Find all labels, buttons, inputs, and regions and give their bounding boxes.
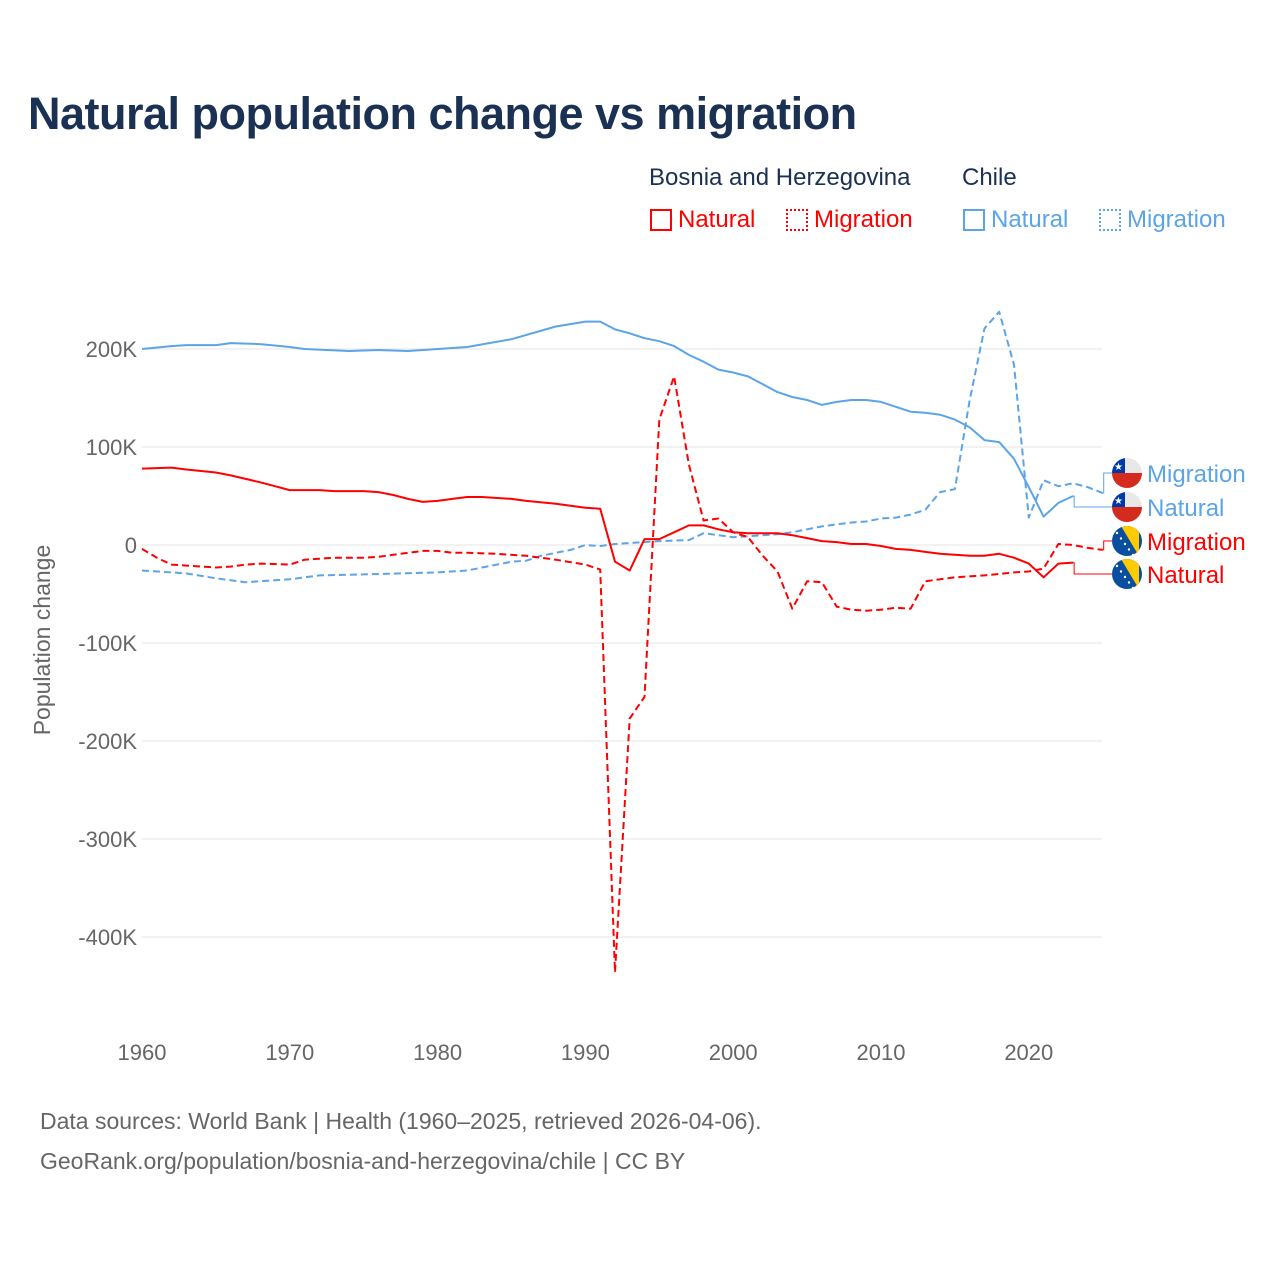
footer-link[interactable]: GeoRank.org/population/bosnia-and-herzeg… bbox=[40, 1148, 686, 1174]
series-line-bosnia-and-herzegovina-natural[interactable] bbox=[141, 466, 1074, 579]
legend-swatch-dotted bbox=[786, 209, 808, 231]
y-tick-label: -300K bbox=[78, 827, 137, 852]
y-tick-label: -400K bbox=[78, 925, 137, 950]
bosnia-flag-icon bbox=[1112, 559, 1142, 589]
legend-label: Natural bbox=[991, 206, 1069, 233]
chile-flag-icon: ★ bbox=[1112, 458, 1142, 488]
legend-group-chile: Chile bbox=[962, 164, 1017, 191]
y-tick-label: 200K bbox=[86, 337, 138, 362]
series-end-label: Migration bbox=[1147, 529, 1246, 556]
legend-label: Natural bbox=[678, 206, 756, 233]
series-end-label: Natural bbox=[1147, 495, 1224, 522]
legend-swatch-dotted bbox=[1099, 209, 1121, 231]
legend-bosnia-natural[interactable]: Natural bbox=[650, 206, 755, 234]
legend-chile-natural[interactable]: Natural bbox=[963, 206, 1068, 234]
x-tick-label: 2020 bbox=[1004, 1040, 1053, 1065]
y-tick-label: -200K bbox=[78, 729, 137, 754]
series-line-chile-natural[interactable] bbox=[141, 320, 1074, 518]
svg-text:★: ★ bbox=[1114, 496, 1123, 507]
x-tick-label: 2010 bbox=[857, 1040, 906, 1065]
label-connector bbox=[1073, 562, 1112, 575]
y-tick-label: -100K bbox=[78, 631, 137, 656]
label-connector bbox=[1102, 540, 1112, 551]
footer-sources: Data sources: World Bank | Health (1960–… bbox=[40, 1108, 762, 1134]
x-tick-label: 2000 bbox=[709, 1040, 758, 1065]
chart-title: Natural population change vs migration bbox=[28, 88, 857, 139]
svg-text:★: ★ bbox=[1114, 462, 1123, 473]
legend-swatch-solid bbox=[963, 209, 985, 231]
x-tick-label: 1990 bbox=[561, 1040, 610, 1065]
x-tick-label: 1960 bbox=[118, 1040, 167, 1065]
series-end-label: Natural bbox=[1147, 562, 1224, 589]
legend-label: Migration bbox=[1127, 206, 1226, 233]
legend-bosnia-migration[interactable]: Migration bbox=[786, 206, 913, 234]
legend-label: Migration bbox=[814, 206, 913, 233]
series-line-chile-migration[interactable] bbox=[141, 310, 1104, 584]
plot-area: 200K 100K 0 -100K -200K -300K -400K 1960 1970 19… bbox=[29, 310, 1246, 1065]
label-connector bbox=[1073, 495, 1112, 508]
x-tick-label: 1970 bbox=[265, 1040, 314, 1065]
y-axis-label: Population change bbox=[29, 545, 55, 736]
label-connector bbox=[1102, 472, 1112, 494]
chile-flag-icon: ★ bbox=[1112, 492, 1142, 522]
y-tick-label: 0 bbox=[125, 533, 137, 558]
legend-chile-migration[interactable]: Migration bbox=[1099, 206, 1226, 234]
legend-group-bosnia: Bosnia and Herzegovina bbox=[649, 164, 911, 191]
series-end-label: Migration bbox=[1147, 461, 1246, 488]
legend-swatch-solid bbox=[650, 209, 672, 231]
y-tick-label: 100K bbox=[86, 435, 138, 460]
bosnia-flag-icon bbox=[1112, 526, 1142, 556]
x-tick-label: 1980 bbox=[413, 1040, 462, 1065]
